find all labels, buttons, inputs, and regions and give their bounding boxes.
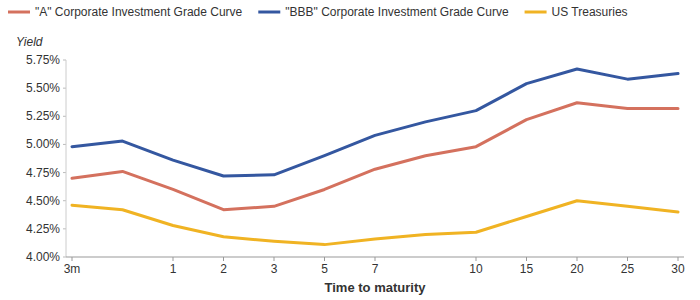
x-tick-label: 20	[570, 262, 584, 276]
y-tick-label: 4.75%	[26, 166, 60, 180]
legend-swatch	[525, 11, 547, 14]
x-tick	[577, 257, 578, 261]
x-tick	[476, 257, 477, 261]
x-tick-label: 2	[220, 262, 227, 276]
x-tick-label: 10	[469, 262, 483, 276]
x-tick	[223, 257, 224, 261]
series-line	[72, 69, 678, 176]
x-tick	[274, 257, 275, 261]
x-tick-label: 7	[372, 262, 379, 276]
y-tick-label: 5.25%	[26, 109, 60, 123]
legend-label: "A" Corporate Investment Grade Curve	[35, 5, 243, 19]
y-tick-label: 4.25%	[26, 222, 60, 236]
y-axis-line	[66, 60, 67, 257]
y-tick-label: 5.75%	[26, 53, 60, 67]
legend: "A" Corporate Investment Grade Curve "BBB…	[8, 5, 628, 19]
y-tick-label: 5.50%	[26, 81, 60, 95]
y-axis-title: Yield	[16, 35, 43, 49]
x-tick	[324, 257, 325, 261]
x-tick	[173, 257, 174, 261]
legend-label: US Treasuries	[552, 5, 628, 19]
x-tick-label: 5	[321, 262, 328, 276]
x-tick-label: 15	[520, 262, 534, 276]
legend-swatch	[8, 11, 30, 14]
x-tick	[526, 257, 527, 261]
y-tick-label: 4.00%	[26, 250, 60, 264]
x-tick	[375, 257, 376, 261]
x-tick-label: 30	[671, 262, 685, 276]
legend-label: "BBB" Corporate Investment Grade Curve	[285, 5, 509, 19]
x-tick	[627, 257, 628, 261]
series-group	[72, 69, 678, 245]
x-tick-label: 3m	[64, 262, 81, 276]
x-tick-label: 3	[271, 262, 278, 276]
chart: "A" Corporate Investment Grade Curve "BBB…	[0, 0, 700, 300]
x-tick-label: 1	[170, 262, 177, 276]
y-tick-label: 5.00%	[26, 137, 60, 151]
y-tick-label: 4.50%	[26, 194, 60, 208]
x-tick-label: 25	[621, 262, 635, 276]
x-tick	[678, 257, 679, 261]
series-line	[72, 201, 678, 245]
legend-swatch	[258, 11, 280, 14]
x-axis-title: Time to maturity	[325, 280, 427, 295]
x-tick	[72, 257, 73, 261]
